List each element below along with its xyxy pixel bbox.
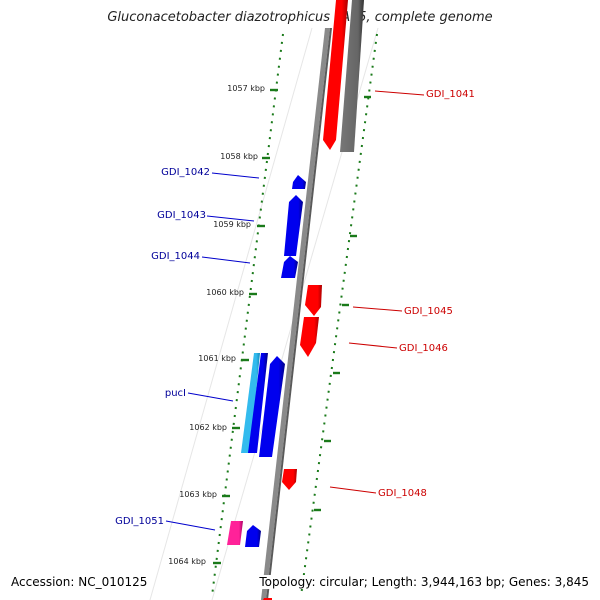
ruler-tick-label: 1057 kbp bbox=[227, 84, 265, 93]
leader-line-gdi-1042 bbox=[211, 172, 260, 179]
gene-gdi-1041-gray[interactable] bbox=[340, 0, 364, 152]
leader-line-gdi-1045 bbox=[352, 306, 403, 312]
leader-line-gdi-1043 bbox=[206, 215, 255, 222]
gene-blue-small[interactable] bbox=[245, 525, 261, 547]
gene-label-gdi-1043[interactable]: GDI_1043 bbox=[157, 210, 206, 221]
gene-blue-long[interactable] bbox=[259, 356, 285, 457]
leader-line-gdi-1046 bbox=[348, 342, 398, 349]
accession-text: Accession: NC_010125 bbox=[9, 575, 150, 589]
ruler-ticks bbox=[213, 88, 371, 565]
ruler-tick-label: 1064 kbp bbox=[168, 557, 206, 566]
gene-label-gdi-1051[interactable]: GDI_1051 bbox=[115, 516, 164, 527]
ruler-tick-label: 1063 kbp bbox=[179, 490, 217, 499]
gene-label-gdi-1045[interactable]: GDI_1045 bbox=[404, 306, 453, 317]
gene-gdi-1044[interactable] bbox=[281, 256, 298, 278]
gene-label-pucI[interactable]: pucI bbox=[165, 388, 186, 399]
gene-label-gdi-1044[interactable]: GDI_1044 bbox=[151, 251, 200, 262]
ruler-tick-label: 1061 kbp bbox=[198, 354, 236, 363]
gene-gdi-1042[interactable] bbox=[292, 175, 306, 189]
leader-line-gdi-1048 bbox=[329, 486, 377, 494]
leader-line-gdi-1044 bbox=[201, 256, 251, 264]
gene-label-gdi-1048[interactable]: GDI_1048 bbox=[378, 488, 427, 499]
gene-pucI[interactable] bbox=[241, 353, 260, 453]
gene-blue-near-pucI[interactable] bbox=[248, 353, 268, 453]
genome-summary-text: Topology: circular; Length: 3,944,163 bp… bbox=[257, 575, 591, 589]
genome-backbone bbox=[261, 28, 330, 600]
map-band-edge bbox=[149, 27, 313, 600]
genome-backbone-shadow bbox=[266, 28, 332, 600]
gene-gdi-1043[interactable] bbox=[284, 195, 303, 256]
gene-label-gdi-1046[interactable]: GDI_1046 bbox=[399, 343, 448, 354]
ruler-track-left bbox=[211, 33, 284, 597]
gene-gdi-1041-red[interactable] bbox=[323, 0, 348, 150]
gene-label-gdi-1041[interactable]: GDI_1041 bbox=[426, 89, 475, 100]
ruler-tick-label: 1062 kbp bbox=[189, 423, 227, 432]
ruler-tick-label: 1059 kbp bbox=[213, 220, 251, 229]
leader-line-gdi-1051 bbox=[165, 520, 216, 531]
ruler-tick-label: 1058 kbp bbox=[220, 152, 258, 161]
gene-gdi-1045[interactable] bbox=[305, 285, 322, 316]
gene-label-gdi-1042[interactable]: GDI_1042 bbox=[161, 167, 210, 178]
ruler-tick-label: 1060 kbp bbox=[206, 288, 244, 297]
leader-line-gdi-1041 bbox=[374, 90, 425, 96]
gene-gdi-1051[interactable] bbox=[227, 521, 243, 545]
gene-gdi-1046[interactable] bbox=[300, 317, 319, 357]
map-title: Gluconacetobacter diazotrophicus PAI 5, … bbox=[107, 10, 493, 25]
leader-line-pucI bbox=[187, 392, 234, 402]
gene-gdi-1048[interactable] bbox=[282, 469, 297, 490]
ruler-track-right bbox=[300, 33, 378, 597]
